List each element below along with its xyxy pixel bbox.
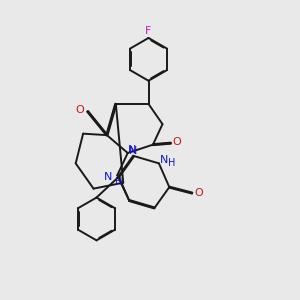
Text: O: O bbox=[172, 137, 181, 147]
Text: O: O bbox=[194, 188, 203, 197]
Text: O: O bbox=[76, 105, 85, 115]
Text: H: H bbox=[168, 158, 175, 168]
Text: H: H bbox=[115, 177, 122, 187]
Text: N: N bbox=[103, 172, 112, 182]
Text: N: N bbox=[128, 145, 136, 155]
Text: N: N bbox=[129, 146, 137, 156]
Text: N: N bbox=[160, 155, 169, 165]
Text: F: F bbox=[145, 26, 152, 35]
